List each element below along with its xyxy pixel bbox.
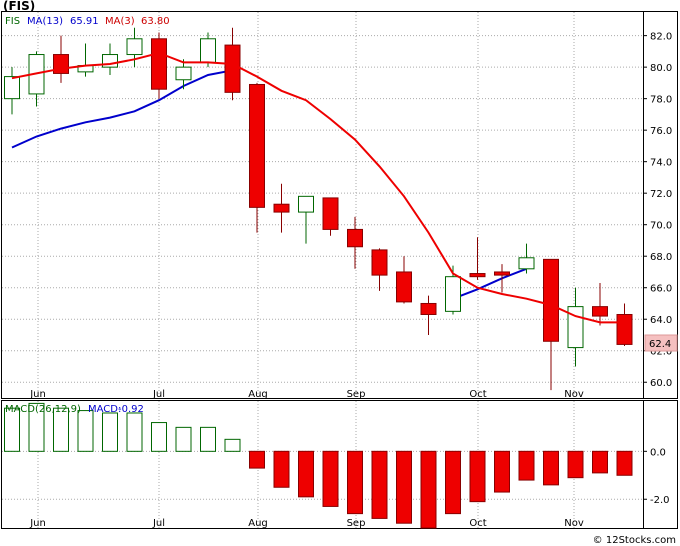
macd-x-axis-labels: Jun Jul Aug Sep Oct Nov xyxy=(29,518,584,529)
macd-x-label: Jul xyxy=(152,518,165,529)
ma13-line xyxy=(11,69,527,300)
macd-bar xyxy=(445,450,461,515)
candle-body xyxy=(518,257,535,270)
candle-body xyxy=(224,44,241,93)
macd-axis-frame xyxy=(643,400,678,529)
legend-ma13-value: 65.91 xyxy=(70,16,99,27)
ma13-series xyxy=(11,69,233,149)
macd-bar xyxy=(175,426,192,452)
price-tick-label: 60.0 xyxy=(650,378,672,389)
price-tick-label: 80.0 xyxy=(650,63,672,74)
candle-body xyxy=(469,273,486,278)
price-axis-ticks: 60.0 62.0 64.0 66.0 68.0 70.0 72.0 74.0 76.0 78.0… xyxy=(643,32,672,389)
price-tick-label: 74.0 xyxy=(650,158,672,169)
price-tick-label: 68.0 xyxy=(650,252,672,263)
candle-body xyxy=(249,83,265,208)
macd-bar xyxy=(494,450,510,493)
candle-body xyxy=(592,306,608,317)
price-tick-label: 76.0 xyxy=(650,126,672,137)
candle-body xyxy=(298,195,314,213)
legend-ma3-label: MA(3) xyxy=(105,16,135,27)
price-tick-label: 78.0 xyxy=(650,95,672,106)
macd-bar xyxy=(102,412,118,452)
macd-tick-label: 0.0 xyxy=(650,447,666,458)
candle-body xyxy=(543,258,559,342)
macd-bar xyxy=(371,450,388,519)
macd-bar xyxy=(298,450,314,498)
price-x-label: Sep xyxy=(347,389,366,400)
price-axis-frame xyxy=(643,11,678,399)
macd-bar xyxy=(322,450,339,507)
macd-bar xyxy=(28,402,45,452)
macd-bar xyxy=(249,450,265,469)
macd-bar xyxy=(53,407,69,452)
macd-label: MACD: xyxy=(88,404,121,415)
macd-bar xyxy=(518,450,535,481)
macd-bar xyxy=(567,450,584,479)
candle-body xyxy=(322,197,339,230)
macd-bar xyxy=(420,450,437,529)
ma3-line xyxy=(11,51,625,324)
macd-bar xyxy=(273,450,290,488)
macd-title: MACD(26,12,9) xyxy=(5,404,81,415)
ma13-series xyxy=(452,267,527,300)
last-price-box xyxy=(644,334,678,352)
candle-body xyxy=(273,203,290,213)
price-x-label: Oct xyxy=(469,389,486,400)
macd-bar xyxy=(151,422,167,452)
candle-body xyxy=(371,249,388,276)
price-x-label: Jun xyxy=(29,389,46,400)
macd-x-label: Jun xyxy=(29,518,46,529)
macd-axis-ticks: -2.0 0.0 xyxy=(643,447,670,506)
legend-ma3-value: 63.80 xyxy=(141,16,170,27)
candle-body xyxy=(200,38,216,63)
macd-bar xyxy=(543,450,559,486)
macd-x-label: Oct xyxy=(469,518,486,529)
price-x-label: Aug xyxy=(248,389,268,400)
candle-body xyxy=(396,271,412,303)
macd-bar xyxy=(616,450,633,476)
price-x-axis-labels: Jun Jul Aug Sep Oct Nov xyxy=(29,389,584,400)
macd-bar xyxy=(4,407,20,452)
macd-x-label: Aug xyxy=(248,518,268,529)
candle-body xyxy=(126,38,143,56)
price-tick-label: 62.0 xyxy=(650,347,672,358)
macd-bar xyxy=(396,450,412,524)
candle-body xyxy=(347,228,363,248)
candles xyxy=(4,27,633,391)
macd-bar xyxy=(224,438,241,452)
legend-ticker: FIS xyxy=(5,16,20,27)
macd-bar xyxy=(126,412,143,452)
price-tick-label: 64.0 xyxy=(650,315,672,326)
candle-body xyxy=(494,271,510,276)
macd-bar xyxy=(347,450,363,515)
candle-body xyxy=(616,313,633,345)
macd-x-label: Nov xyxy=(564,518,584,529)
macd-bar xyxy=(592,450,608,474)
price-tick-label: 66.0 xyxy=(650,284,672,295)
candle-body xyxy=(420,302,437,315)
price-x-label: Jul xyxy=(152,389,165,400)
macd-value: -0.92 xyxy=(118,404,144,415)
ma3-series xyxy=(11,51,625,324)
price-tick-label: 82.0 xyxy=(650,32,672,43)
macd-tick-label: -2.0 xyxy=(650,495,670,506)
macd-bar xyxy=(77,410,94,452)
legend-ma13-label: MA(13) xyxy=(27,16,63,27)
candle-body xyxy=(4,76,20,100)
watermark: © 12Stocks.com xyxy=(593,535,676,546)
candle-body xyxy=(445,276,461,312)
candle-body xyxy=(151,38,167,90)
macd-x-label: Sep xyxy=(347,518,366,529)
candle-body xyxy=(175,66,192,81)
chart-title: (FIS) xyxy=(3,0,35,13)
macd-bar xyxy=(200,426,216,452)
price-tick-label: 70.0 xyxy=(650,221,672,232)
last-price-label: 62.4 xyxy=(649,339,671,350)
price-x-label: Nov xyxy=(564,389,584,400)
macd-bar xyxy=(469,450,486,503)
price-tick-label: 72.0 xyxy=(650,189,672,200)
macd-bars xyxy=(4,402,633,529)
